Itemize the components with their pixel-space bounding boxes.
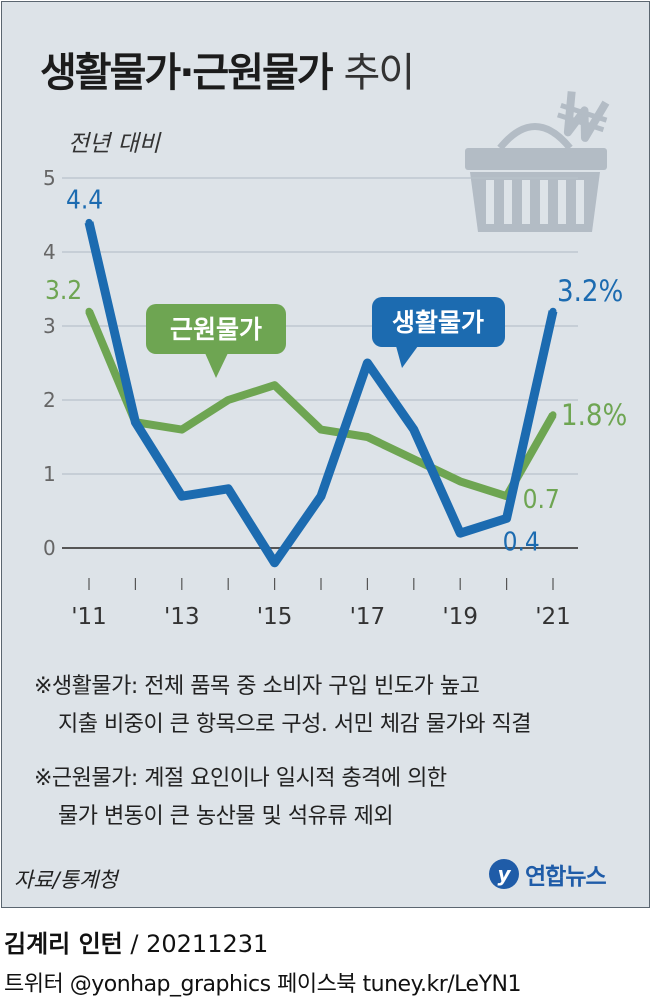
- data-point: [271, 381, 279, 389]
- data-point: [131, 418, 139, 426]
- y-axis-ticks: 0 1 2 3 4 5: [43, 166, 56, 560]
- callout-living: 생활물가: [372, 297, 505, 368]
- x-tick-label: '15: [257, 604, 293, 630]
- data-point: [503, 514, 511, 522]
- social-line: 트위터 @yonhap_graphics 페이스북 tuney.kr/LeYN1: [4, 972, 521, 997]
- note-living-2: 지출 비중이 큰 항목으로 구성. 서민 체감 물가와 직결: [58, 712, 531, 737]
- y-tick-label: 1: [43, 462, 56, 486]
- data-point: [317, 426, 325, 434]
- data-point: [410, 455, 418, 463]
- shopping-basket-icon: [465, 123, 607, 232]
- data-label-living-first: 4.4: [66, 185, 103, 215]
- data-point: [224, 396, 232, 404]
- x-tick-label: '19: [442, 604, 478, 630]
- data-point: [178, 492, 186, 500]
- chart-title: 생활물가·근원물가 추이: [40, 40, 416, 98]
- data-point: [224, 485, 232, 493]
- data-point: [363, 433, 371, 441]
- logo-text: 연합뉴스: [525, 864, 607, 890]
- x-tick-label: '13: [164, 604, 200, 630]
- data-point: [410, 426, 418, 434]
- title-main: 생활물가·근원물가: [40, 50, 334, 96]
- author: 김계리 인턴: [4, 930, 123, 958]
- x-tick-label: '17: [350, 604, 386, 630]
- data-label-living-2020: 0.4: [503, 527, 540, 557]
- data-point: [456, 477, 464, 485]
- data-point: [85, 218, 93, 226]
- data-point: [85, 307, 93, 315]
- y-tick-label: 2: [43, 388, 56, 412]
- date: / 20211231: [130, 930, 269, 958]
- data-labels: 3.2 4.4 0.7 0.4 1.8% 3.2%: [45, 185, 627, 557]
- y-tick-label: 4: [43, 240, 56, 264]
- note-core-1: ※근원물가: 계절 요인이나 일시적 충격에 의한: [34, 766, 447, 791]
- series-lines: [84, 218, 558, 568]
- data-label-living-last: 3.2%: [557, 274, 623, 308]
- y-tick-label: 3: [43, 314, 56, 338]
- title-sub: 추이: [343, 50, 416, 96]
- data-label-core-last: 1.8%: [561, 398, 627, 432]
- data-point: [363, 359, 371, 367]
- data-point: [271, 559, 279, 567]
- data-label-core-2020: 0.7: [523, 485, 560, 515]
- line-chart: 0 1 2 3 4 5 '11 '13 '15 '17 '19 '21 3.2 4.4 0.7 0.4 1.…: [43, 91, 627, 630]
- callout-living-label: 생활물가: [392, 308, 484, 337]
- y-tick-label: 5: [43, 166, 56, 190]
- unit-label: 전년 대비: [68, 131, 160, 157]
- x-axis-ticks: '11 '13 '15 '17 '19 '21: [71, 578, 571, 630]
- yonhap-logo: y 연합뉴스: [487, 852, 607, 896]
- note-living-1: ※생활물가: 전체 품목 중 소비자 구입 빈도가 높고: [34, 674, 480, 699]
- data-point: [317, 492, 325, 500]
- data-point: [549, 307, 557, 315]
- svg-text:y: y: [497, 862, 511, 886]
- note-core-2: 물가 변동이 큰 농산물 및 석유류 제외: [58, 804, 394, 829]
- data-point: [549, 411, 557, 419]
- callout-core-label: 근원물가: [170, 315, 262, 344]
- credit-line: 김계리 인턴 / 20211231: [4, 924, 268, 959]
- data-point: [178, 426, 186, 434]
- y-tick-label: 0: [43, 536, 56, 560]
- x-tick-label: '21: [535, 604, 571, 630]
- callout-core: 근원물가: [146, 304, 286, 378]
- won-sign-icon: [557, 91, 610, 142]
- x-tick-label: '11: [71, 604, 107, 630]
- source-label: 자료/통계청: [14, 868, 118, 892]
- data-label-core-first: 3.2: [45, 276, 82, 306]
- data-point: [456, 529, 464, 537]
- series-line-living: [84, 221, 558, 568]
- yonhap-logo-icon: y: [489, 859, 519, 889]
